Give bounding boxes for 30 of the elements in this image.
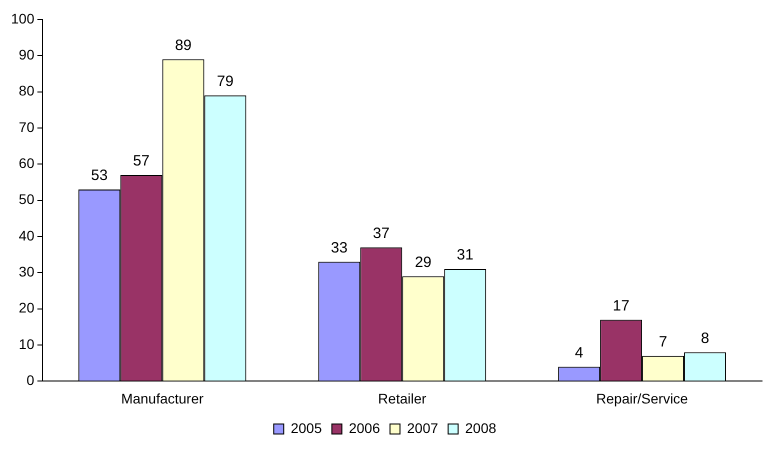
x-tick-label: Repair/Service [596,390,688,406]
data-label: 29 [414,254,432,271]
legend-label: 2008 [465,420,497,436]
data-label: 33 [330,239,348,256]
y-tick-label: 30 [18,264,35,280]
legend-label: 2005 [290,420,322,436]
legend-label: 2006 [348,420,380,436]
y-tick-label: 60 [18,154,35,171]
data-label: 89 [174,36,192,54]
x-tick-label: Retailer [378,390,427,406]
legend-label: 2007 [407,420,438,436]
y-tick-label: 20 [18,300,35,316]
y-tick-label: 80 [18,82,35,99]
y-tick-label: 100 [11,10,35,26]
y-tick-label: 70 [18,118,35,135]
data-label: 57 [132,152,150,170]
y-tick-label: 0 [26,372,35,388]
data-label: 37 [372,224,390,242]
data-label: 79 [216,73,234,90]
data-label: 4 [574,344,584,362]
data-label: 17 [612,297,630,314]
x-tick-label: Manufacturer [121,390,204,406]
y-tick-label: 90 [18,46,35,62]
data-label: 7 [658,334,668,351]
data-label: 8 [700,330,710,347]
y-tick-label: 10 [18,336,35,352]
y-tick-label: 50 [18,191,35,208]
y-tick-label: 40 [18,227,35,244]
data-label: 53 [90,167,108,184]
data-label: 31 [456,246,474,264]
